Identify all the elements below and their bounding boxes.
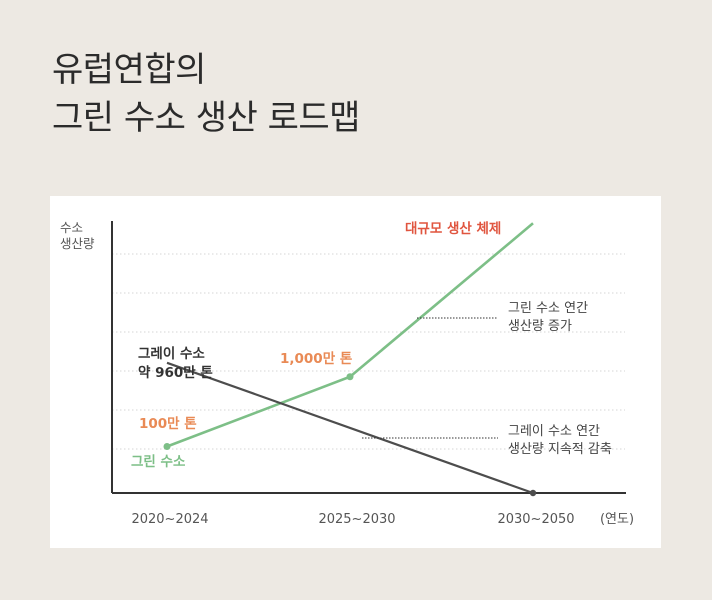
green-point-mid bbox=[346, 373, 354, 381]
green-point-start bbox=[163, 443, 171, 450]
green-mid-value-label: 1,000만 톤 bbox=[280, 351, 352, 367]
green-start-value-label: 100만 톤 bbox=[139, 416, 197, 432]
gray-trend-note-line-2: 생산량 지속적 감축 bbox=[508, 442, 612, 457]
x-tick-label: 2020~2024 bbox=[131, 512, 208, 527]
x-tick-label: 2030~2050 bbox=[497, 512, 574, 527]
chart-card: 수소 생산량 2020~2024 2025~2030 2030~2050 (연도) 100만… bbox=[50, 196, 661, 548]
y-axis-label-line-1: 수소 bbox=[60, 220, 83, 235]
green-start-name-label: 그린 수소 bbox=[131, 453, 186, 470]
gray-trend-note-line-1: 그레이 수소 연간 bbox=[508, 424, 600, 439]
series-line-green bbox=[166, 222, 534, 448]
green-trend-note-line-2: 생산량 증가 bbox=[508, 319, 572, 334]
gray-start-label-line-2: 약 960만 톤 bbox=[138, 364, 213, 381]
gray-point-end bbox=[529, 489, 537, 497]
gray-start-label-line-1: 그레이 수소 bbox=[138, 345, 205, 362]
series-line-gray bbox=[166, 361, 534, 495]
page-title: 유럽연합의 그린 수소 생산 로드맵 bbox=[52, 46, 360, 142]
y-axis-label-line-2: 생산량 bbox=[60, 236, 95, 251]
title-line-2: 그린 수소 생산 로드맵 bbox=[52, 98, 360, 138]
green-end-label: 대규모 생산 체제 bbox=[405, 220, 501, 237]
green-trend-note-line-1: 그린 수소 연간 bbox=[508, 301, 588, 316]
x-tick-label: 2025~2030 bbox=[318, 512, 395, 527]
x-axis-unit: (연도) bbox=[600, 512, 634, 527]
title-line-1: 유럽연합의 bbox=[52, 50, 206, 90]
